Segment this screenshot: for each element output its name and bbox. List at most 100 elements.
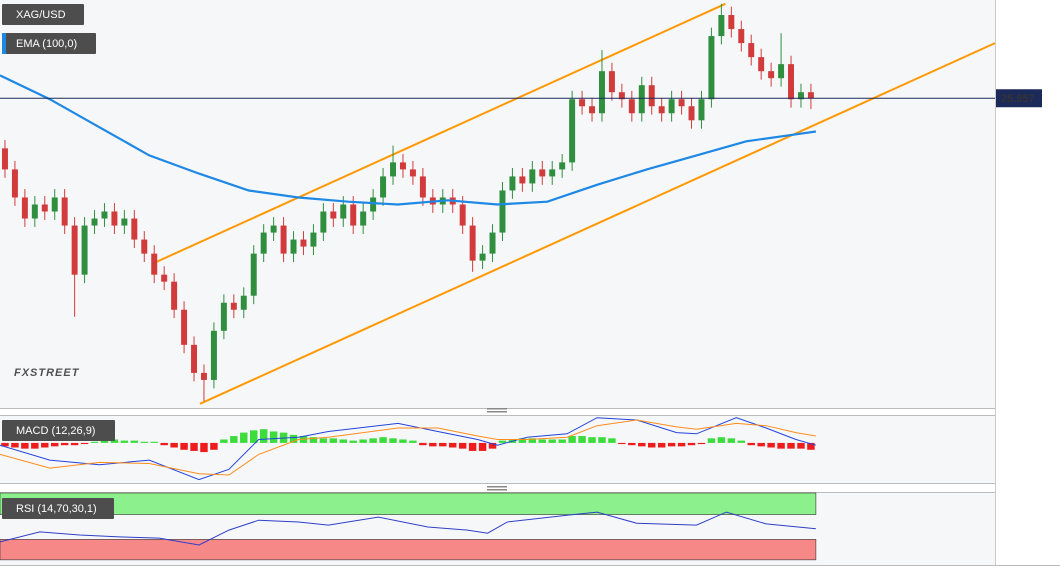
candle-body [390,162,397,177]
candle-body [728,15,735,30]
candle-body [41,204,48,212]
candle-body [638,85,645,114]
candle-body [121,218,128,226]
candle-body [230,302,237,310]
rsi-band [0,539,817,561]
histogram-bar [339,439,348,443]
candle-body [748,43,755,58]
histogram-bar [1,442,9,447]
histogram-bar [309,437,318,443]
histogram-bar [100,440,109,443]
candle-body [499,190,506,233]
histogram-bar [757,442,765,447]
candle-body [529,169,536,184]
candle-body [210,330,217,380]
legend-label: MACD (12,26,9) [16,425,95,437]
trend-line [155,2,726,263]
candle-body [409,169,416,177]
candle-body [778,64,785,79]
histogram-bar [598,437,606,443]
histogram-bar [458,442,467,449]
trend-line [199,42,996,405]
histogram-bar [190,442,198,451]
candle-body [549,169,556,177]
histogram-bar [21,442,29,449]
histogram-bar [468,442,477,451]
histogram-bar [727,438,736,443]
histogram-bar [618,442,626,445]
histogram-bar [259,429,268,443]
histogram-bar [379,437,387,443]
histogram-bar [220,439,228,443]
histogram-bar [608,438,616,443]
candle-body [598,71,605,114]
candle-body [310,232,317,247]
candle-body [250,253,257,296]
candle-body [111,211,118,226]
macd-panel [0,416,995,483]
histogram-bar [210,442,218,450]
candle-body [370,197,377,212]
candle-body [658,106,665,114]
histogram-bar [359,439,367,443]
ema-line [0,74,817,206]
candle-body [698,99,705,121]
legend-swatch [2,33,6,54]
histogram-bar [657,442,666,448]
candle-body [350,204,357,226]
resize-handle[interactable] [487,408,507,413]
watermark: FXSTREET [14,367,80,379]
histogram-bar [777,442,785,449]
last-price-label: 25.957 [1001,93,1035,105]
histogram-bar [737,440,746,443]
last-price-tag [996,89,1042,108]
candle-body [171,281,178,310]
candle-body [519,176,526,184]
histogram-bar [70,442,79,446]
candle-body [141,239,148,254]
histogram-bar [240,432,248,443]
legend-box [2,420,115,441]
histogram-bar [807,442,815,450]
candle-body [11,169,18,198]
histogram-bar [488,442,497,449]
candle-body [260,232,267,254]
candle-body [181,309,188,345]
histogram-bar [707,438,716,443]
candle-body [608,71,615,93]
resize-handle[interactable] [487,486,507,491]
histogram-bar [439,442,447,447]
candle-body [708,36,715,100]
histogram-bar [448,442,457,448]
histogram-bar [628,442,636,446]
histogram-bar [697,442,706,445]
signal-line [0,419,816,476]
histogram-bar [140,441,149,443]
candle-body [91,218,98,226]
candle-body [589,106,596,114]
histogram-bar [558,439,566,443]
candle-body [399,162,406,170]
candle-body [191,344,198,373]
histogram-bar [50,442,59,447]
candle-body [678,99,685,107]
candle-body [797,92,804,100]
histogram-bar [389,438,397,443]
candle-body [240,295,247,310]
histogram-bar [578,436,586,443]
legend-box [2,4,84,25]
candle-body [539,169,546,177]
histogram-bar [369,438,377,443]
candle-body [618,92,625,100]
histogram-bar [498,440,507,443]
histogram-bar [11,442,19,448]
candle-body [509,176,516,191]
candle-body [768,71,775,79]
macd-line [0,417,817,481]
candle-body [101,211,108,219]
candle-body [51,197,58,212]
histogram-bar [289,434,298,443]
rsi-band [0,492,817,515]
histogram-bar [41,442,49,448]
histogram-bar [399,439,407,443]
